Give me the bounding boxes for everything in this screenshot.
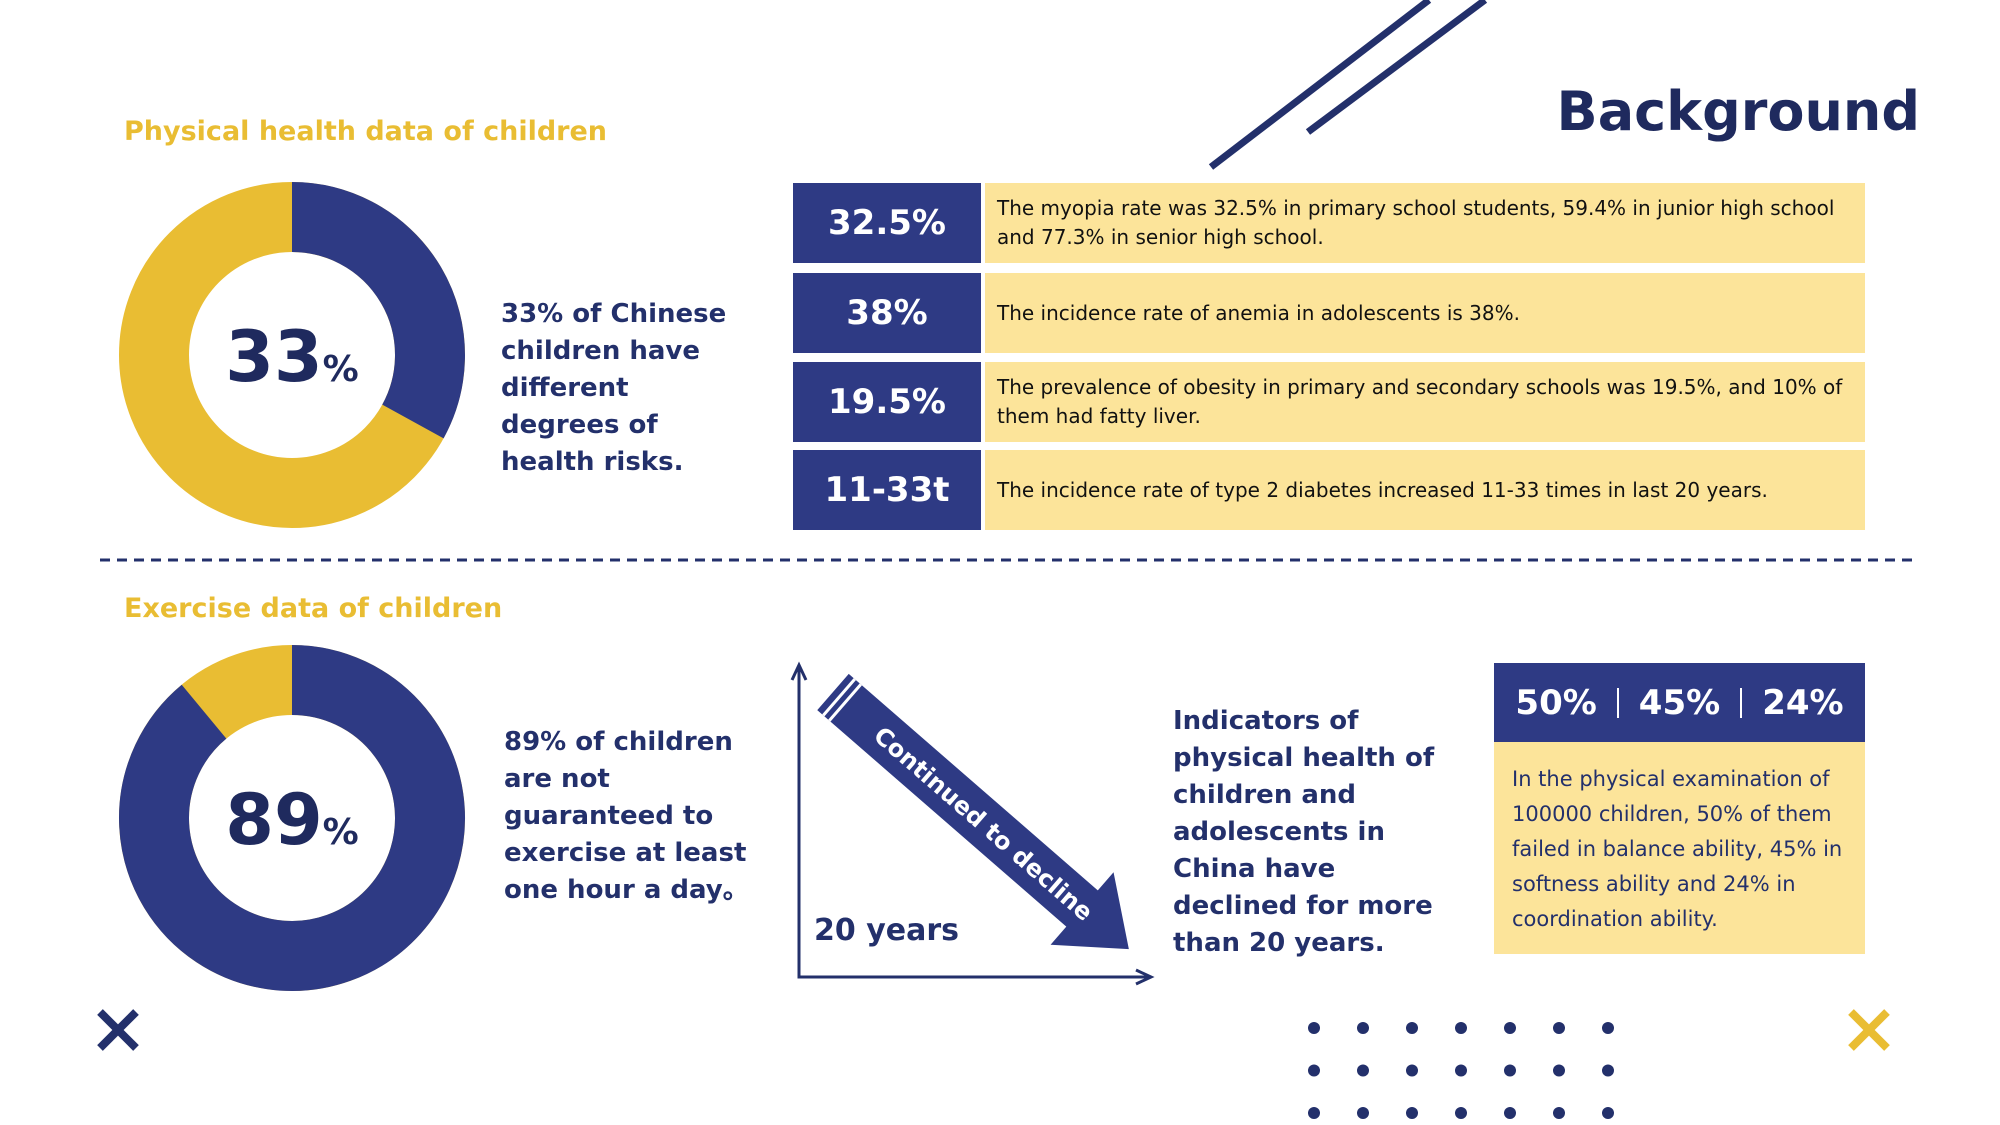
dot xyxy=(1455,1022,1467,1034)
dot xyxy=(1553,1022,1565,1034)
dot xyxy=(1455,1064,1467,1077)
deco-x xyxy=(97,1009,139,1051)
trend-text: Indicators of physical health of childre… xyxy=(1173,706,1435,958)
stat-text: The myopia rate was 32.5% in primary sch… xyxy=(985,183,1865,263)
donut-label: 33% xyxy=(225,316,359,398)
section-heading: Physical health data of children xyxy=(124,116,608,147)
dot xyxy=(1406,1064,1418,1077)
donut-label: 89% xyxy=(225,779,359,861)
donut-value: 33 xyxy=(225,316,322,398)
deco-line xyxy=(1208,0,1432,170)
dot xyxy=(1406,1022,1418,1034)
dot xyxy=(1357,1064,1369,1077)
dot xyxy=(1602,1064,1614,1077)
stat-figure: 19.5% xyxy=(793,362,981,442)
donuts: 33%89% xyxy=(119,182,465,991)
donut-description: 89% of children are not guaranteed to ex… xyxy=(504,727,749,905)
dot xyxy=(1504,1022,1516,1034)
stat-figure: 38% xyxy=(793,273,981,353)
dot xyxy=(1602,1022,1614,1034)
stat-figure: 11-33t xyxy=(793,450,981,530)
section-heading: Exercise data of children xyxy=(124,593,503,624)
summary-figure: 24% xyxy=(1762,682,1844,723)
donut-description: 33% of Chinese children have different d… xyxy=(501,299,727,477)
deco-x xyxy=(1848,1009,1890,1051)
separator xyxy=(1616,687,1619,718)
arrow-label: Continued to decline xyxy=(868,721,1098,926)
donut-unit: % xyxy=(323,349,359,390)
dot xyxy=(1553,1107,1565,1119)
summary-figures: 50% 45% 24% xyxy=(1494,663,1865,742)
dot xyxy=(1308,1064,1320,1077)
dot xyxy=(1504,1064,1516,1077)
dot xyxy=(1308,1022,1320,1034)
deco-dots xyxy=(1308,1022,1614,1119)
stat-text: The incidence rate of type 2 diabetes in… xyxy=(985,450,1865,530)
stat-row: 32.5% The myopia rate was 32.5% in primar… xyxy=(793,183,1865,263)
stat-text: The prevalence of obesity in primary and… xyxy=(985,362,1865,442)
dot xyxy=(1602,1107,1614,1119)
donut-value: 89 xyxy=(225,779,322,861)
stat-figure: 32.5% xyxy=(793,183,981,263)
dot xyxy=(1455,1107,1467,1119)
dot xyxy=(1406,1107,1418,1119)
stat-row: 19.5% The prevalence of obesity in primar… xyxy=(793,362,1865,442)
donut-unit: % xyxy=(323,812,359,853)
separator xyxy=(1740,687,1743,718)
axis-label: 20 years xyxy=(814,913,959,948)
deco-line xyxy=(1305,0,1488,135)
summary-figure: 50% xyxy=(1515,682,1597,723)
stat-text: The incidence rate of anemia in adolesce… xyxy=(985,273,1865,353)
dot xyxy=(1357,1107,1369,1119)
dot xyxy=(1357,1022,1369,1034)
stat-row: 11-33t The incidence rate of type 2 diabe… xyxy=(793,450,1865,530)
donut-segment xyxy=(119,645,465,991)
dot xyxy=(1308,1107,1320,1119)
trend-axes xyxy=(790,661,1155,986)
dot xyxy=(1553,1064,1565,1077)
stat-row: 38% The incidence rate of anemia in adole… xyxy=(793,273,1865,353)
summary-figure: 45% xyxy=(1638,682,1721,723)
title: Background xyxy=(1556,80,1920,143)
summary-text: In the physical examination of 100000 ch… xyxy=(1494,742,1865,954)
dot xyxy=(1504,1107,1516,1119)
donut-segment xyxy=(291,182,465,439)
